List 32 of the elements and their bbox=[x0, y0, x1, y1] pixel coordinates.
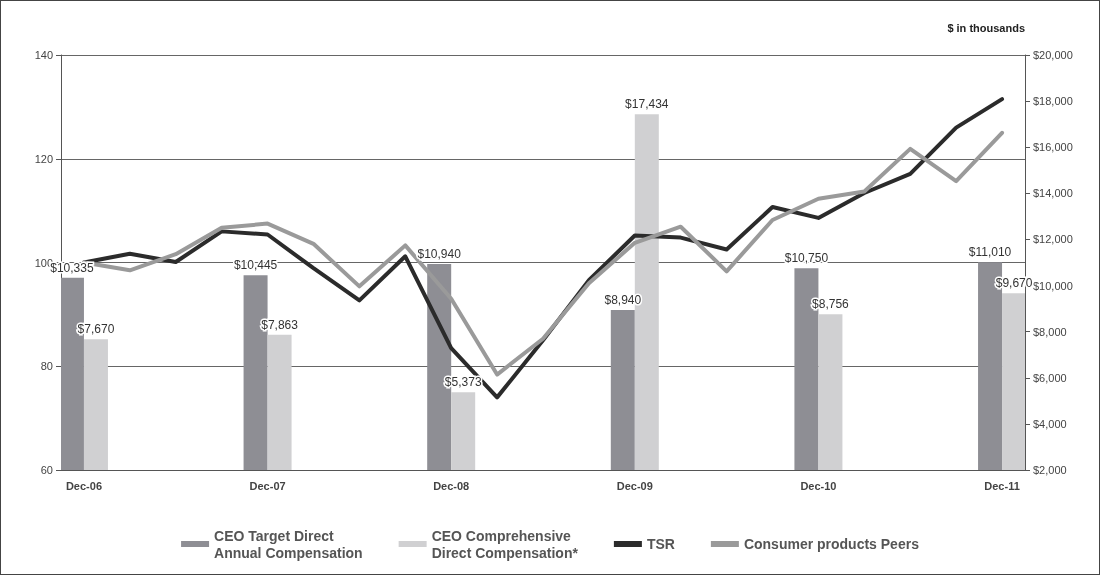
y2-tick-label: $20,000 bbox=[1033, 49, 1073, 61]
data-label: $7,670 bbox=[77, 322, 115, 337]
legend-label: Consumer products Peers bbox=[743, 536, 920, 552]
data-label: $11,010 bbox=[968, 245, 1012, 260]
legend-label: CEO Comprehensive Direct Compensation* bbox=[431, 527, 579, 561]
x-tick-label: Dec-10 bbox=[800, 479, 837, 492]
y-tick-label: 120 bbox=[34, 152, 53, 165]
data-label: $8,940 bbox=[604, 292, 642, 307]
y-tick-label: 60 bbox=[40, 464, 53, 476]
legend-label: TSR bbox=[646, 536, 675, 552]
data-label: $7,863 bbox=[261, 317, 299, 332]
x-tick-label: Dec-09 bbox=[616, 479, 653, 492]
x-tick-label: Dec-08 bbox=[433, 479, 470, 492]
y2-tick-label: $14,000 bbox=[1033, 187, 1073, 200]
y2-tick-label: $6,000 bbox=[1033, 371, 1067, 384]
data-label: $17,434 bbox=[625, 97, 669, 112]
x-tick-label: Dec-07 bbox=[249, 479, 286, 492]
x-tick-label: Dec-06 bbox=[65, 479, 102, 492]
y2-axis-title: $ in thousands bbox=[947, 21, 1025, 34]
data-label: $10,940 bbox=[417, 246, 462, 261]
y-tick-label: 140 bbox=[34, 49, 53, 61]
y2-tick-label: $2,000 bbox=[1033, 464, 1067, 476]
y2-tick-label: $12,000 bbox=[1033, 233, 1073, 246]
y-tick-label: 80 bbox=[40, 360, 53, 373]
y2-tick-label: $16,000 bbox=[1033, 141, 1073, 154]
y2-tick-label: $8,000 bbox=[1033, 325, 1067, 338]
y2-tick-label: $4,000 bbox=[1033, 417, 1067, 430]
data-label: $10,750 bbox=[784, 251, 829, 266]
y2-tick-label: $10,000 bbox=[1033, 279, 1073, 292]
legend-label: CEO Target Direct Annual Compensation bbox=[214, 527, 363, 561]
x-tick-label: Dec-11 bbox=[984, 479, 1020, 492]
y2-tick-label: $18,000 bbox=[1033, 95, 1073, 108]
